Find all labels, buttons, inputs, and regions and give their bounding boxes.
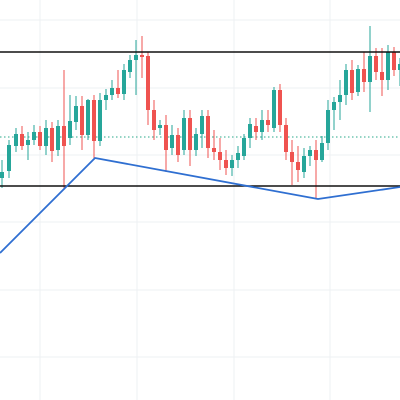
candle-body-up: [68, 121, 72, 138]
candle-body-up: [86, 100, 90, 135]
candle-body-up: [32, 132, 36, 140]
candle-body-up: [230, 160, 234, 168]
trendline: [0, 157, 400, 254]
candle-body-down: [218, 152, 222, 160]
candle-body-up: [344, 70, 348, 95]
candle-body-down: [266, 120, 270, 125]
candle-body-up: [104, 95, 108, 100]
candle-body-up: [236, 153, 240, 160]
candle-body-up: [158, 125, 162, 128]
candle-body-down: [38, 132, 42, 146]
candle-body-up: [182, 118, 186, 150]
candle-body-up: [7, 145, 11, 171]
candle-body-down: [212, 148, 216, 152]
candle-body-up: [194, 134, 198, 150]
candle-body-down: [188, 118, 192, 150]
candle-body-down: [374, 56, 378, 72]
candle-body-up: [302, 156, 306, 172]
candle-body-down: [92, 100, 96, 141]
candle-body-up: [260, 120, 264, 132]
candle-body-down: [116, 88, 120, 94]
candle-body-up: [356, 69, 360, 92]
candle-body-down: [254, 126, 258, 132]
candle-body-down: [392, 52, 396, 70]
candle-body-up: [128, 60, 132, 72]
candle-body-up: [74, 106, 78, 122]
candle-body-up: [272, 90, 276, 128]
candle-body-down: [152, 110, 156, 130]
candle-body-down: [278, 90, 282, 125]
candle-body-up: [326, 110, 330, 143]
candle-body-up: [98, 100, 102, 141]
candle-body-up: [200, 116, 204, 134]
candle-body-down: [380, 72, 384, 80]
candle-body-down: [164, 125, 168, 150]
candle-body-down: [140, 55, 144, 57]
candle-body-up: [170, 135, 174, 148]
candle-body-down: [362, 69, 366, 82]
candle-body-down: [224, 160, 228, 168]
candle-body-down: [50, 128, 54, 151]
candle-body-up: [308, 150, 312, 156]
candle-body-up: [26, 140, 30, 145]
candle-body-down: [80, 106, 84, 135]
candle-body-up: [398, 64, 400, 70]
candle-body-up: [386, 52, 390, 80]
candle-body-up: [44, 128, 48, 146]
candle-body-up: [56, 126, 60, 150]
candle-body-down: [176, 135, 180, 155]
candle-body-down: [296, 162, 300, 170]
candle-body-down: [62, 126, 66, 146]
candle-body-up: [332, 102, 336, 110]
candle-body-up: [248, 124, 252, 138]
candle-body-down: [290, 152, 294, 162]
candle-body-up: [14, 134, 18, 146]
candle-body-down: [350, 70, 354, 93]
candle-body-down: [314, 150, 318, 160]
candle-body-up: [110, 88, 114, 95]
candle-body-down: [206, 116, 210, 148]
candle-body-up: [134, 55, 138, 60]
candle-body-down: [284, 125, 288, 152]
candle-body-up: [122, 70, 126, 94]
candle-body-down: [20, 134, 24, 146]
candle-body-up: [242, 138, 246, 156]
candle-body-up: [0, 172, 4, 178]
candle-body-up: [338, 95, 342, 102]
candle-body-up: [320, 143, 324, 160]
candle-body-down: [146, 56, 150, 110]
candle-body-up: [368, 56, 372, 82]
